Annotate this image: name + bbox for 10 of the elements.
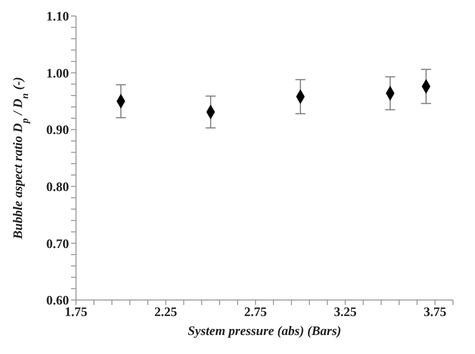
x-tick-label: 2.25: [154, 304, 178, 320]
y-tick-label: 0.80: [46, 179, 69, 194]
x-tick-label: 3.25: [334, 304, 358, 320]
x-tick-label: 3.75: [424, 304, 447, 320]
y-tick-label: 1.00: [46, 65, 69, 80]
y-tick-label: 0.70: [46, 236, 69, 251]
x-axis-title: System pressure (abs) (Bars): [188, 323, 342, 338]
y-tick-label: 0.90: [46, 122, 69, 138]
x-tick-label: 2.75: [244, 304, 268, 320]
y-tick-label: 1.10: [46, 8, 69, 24]
